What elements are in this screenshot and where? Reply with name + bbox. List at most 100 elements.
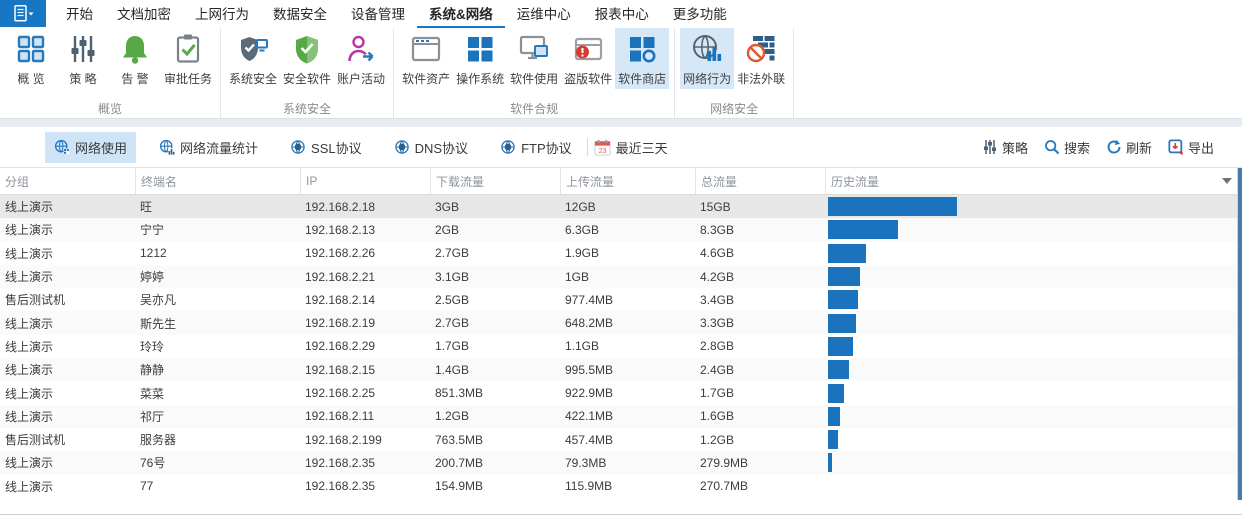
cell-total: 4.6GB xyxy=(700,246,735,261)
view-tab-ftp-protocol[interactable]: FTP协议 xyxy=(491,132,581,163)
column-header-2[interactable]: IP xyxy=(300,168,430,194)
cell-total: 1.6GB xyxy=(700,409,735,424)
cell-history-traffic xyxy=(825,335,1242,358)
table-row[interactable]: 线上演示 斯先生 192.168.2.19 2.7GB 648.2MB 3.3GB xyxy=(0,311,1242,335)
alert-bell-icon xyxy=(118,32,152,66)
account-activity-person-icon xyxy=(344,32,378,66)
ribbon-group-label: 网络安全 xyxy=(710,102,759,116)
column-header-3[interactable]: 下载流量 xyxy=(430,168,560,194)
table-row[interactable]: 线上演示 76号 192.168.2.35 200.7MB 79.3MB 279.9MB xyxy=(0,451,1242,475)
cell-history-traffic xyxy=(825,475,1242,498)
history-traffic-bar xyxy=(828,430,838,450)
cell-total: 15GB xyxy=(700,199,731,214)
export-button[interactable]: 导出 xyxy=(1168,138,1214,157)
app-menu-button[interactable] xyxy=(0,0,46,27)
ribbon-item-alerts[interactable]: 告 警 xyxy=(109,28,161,89)
menu-tab-5[interactable]: 系统&网络 xyxy=(417,0,505,28)
column-header-5[interactable]: 总流量 xyxy=(695,168,825,194)
cell-terminal: 旺 xyxy=(140,200,153,215)
ribbon-item-operating-system[interactable]: 操作系统 xyxy=(453,28,507,89)
illegal-connection-wall-icon xyxy=(744,32,778,66)
table-row[interactable]: 线上演示 77 192.168.2.35 154.9MB 115.9MB 270.7MB xyxy=(0,475,1242,498)
cell-terminal: 宁宁 xyxy=(140,223,165,238)
menu-tab-0[interactable]: 开始 xyxy=(66,7,93,22)
table-row[interactable]: 线上演示 祁厅 192.168.2.11 1.2GB 422.1MB 1.6GB xyxy=(0,404,1242,428)
view-tab-dns-protocol[interactable]: DNS协议 xyxy=(385,132,477,163)
history-traffic-bar xyxy=(828,243,866,263)
ftp-protocol-globe-icon xyxy=(500,139,516,155)
ribbon-item-label: 软件资产 xyxy=(402,72,451,86)
ribbon-item-software-asset[interactable]: 软件资产 xyxy=(399,28,453,89)
vertical-scrollbar[interactable] xyxy=(1237,168,1242,500)
cell-upload: 977.4MB xyxy=(565,292,614,307)
date-range-picker[interactable]: 23 最近三天 xyxy=(594,138,668,157)
ribbon-item-system-security[interactable]: 系统安全 xyxy=(226,28,280,89)
view-tab-label: 网络使用 xyxy=(75,140,128,156)
view-tab-label: SSL协议 xyxy=(311,140,362,156)
policy-button[interactable]: 策略 xyxy=(982,138,1028,157)
cell-terminal: 菜菜 xyxy=(140,386,165,401)
ribbon-separator-band xyxy=(0,118,1242,127)
cell-group: 线上演示 xyxy=(5,479,54,494)
pirated-software-warning-icon xyxy=(571,32,605,66)
table-header-row: 分组 终端名 IP 下载流量 上传流量 总流量 历史流量 xyxy=(0,168,1242,195)
cell-total: 4.2GB xyxy=(700,269,735,284)
menu-tab-1[interactable]: 文档加密 xyxy=(117,7,171,22)
menu-tab-6[interactable]: 运维中心 xyxy=(516,7,571,22)
table-row[interactable]: 线上演示 旺 192.168.2.18 3GB 12GB 15GB xyxy=(0,195,1242,219)
menu-tab-7[interactable]: 报表中心 xyxy=(594,7,649,22)
menu-tab-8[interactable]: 更多功能 xyxy=(672,7,727,22)
software-asset-window-icon xyxy=(409,32,443,66)
ribbon-item-approval-tasks[interactable]: 审批任务 xyxy=(161,28,215,89)
table-row[interactable]: 线上演示 1212 192.168.2.26 2.7GB 1.9GB 4.6GB xyxy=(0,242,1242,265)
column-header-1[interactable]: 终端名 xyxy=(135,168,300,194)
ribbon-item-label: 网络行为 xyxy=(683,72,732,86)
table-row[interactable]: 线上演示 菜菜 192.168.2.25 851.3MB 922.9MB 1.7GB xyxy=(0,381,1242,404)
cell-ip: 192.168.2.199 xyxy=(305,432,382,447)
ribbon-item-illegal-connection[interactable]: 非法外联 xyxy=(734,28,788,89)
column-header-4[interactable]: 上传流量 xyxy=(560,168,695,194)
history-traffic-bar xyxy=(828,406,840,426)
view-tab-network-usage[interactable]: 网络使用 xyxy=(45,131,137,163)
column-chooser-caret-icon[interactable] xyxy=(1222,178,1232,184)
table-row[interactable]: 线上演示 玲玲 192.168.2.29 1.7GB 1.1GB 2.8GB xyxy=(0,335,1242,358)
cell-terminal: 静静 xyxy=(140,363,165,378)
ribbon-item-account-activity[interactable]: 账户活动 xyxy=(334,28,388,89)
ribbon-item-network-behavior[interactable]: 网络行为 xyxy=(680,28,735,89)
column-header-6[interactable]: 历史流量 xyxy=(825,168,1242,194)
search-button[interactable]: 搜索 xyxy=(1044,138,1090,157)
refresh-button[interactable]: 刷新 xyxy=(1106,138,1152,157)
cell-total: 3.4GB xyxy=(700,292,735,307)
cell-history-traffic xyxy=(825,265,1242,288)
table-row[interactable]: 售后测试机 服务器 192.168.2.199 763.5MB 457.4MB 1.2GB xyxy=(0,428,1242,451)
ribbon-item-software-store[interactable]: 软件商店 xyxy=(615,28,670,89)
table-row[interactable]: 线上演示 静静 192.168.2.15 1.4GB 995.5MB 2.4GB xyxy=(0,358,1242,382)
view-tab-ssl-protocol[interactable]: SSL协议 xyxy=(281,132,371,163)
table-row[interactable]: 线上演示 婷婷 192.168.2.21 3.1GB 1GB 4.2GB xyxy=(0,264,1242,289)
table-row[interactable]: 售后测试机 吴亦凡 192.168.2.14 2.5GB 977.4MB 3.4GB xyxy=(0,288,1242,311)
cell-download: 1.4GB xyxy=(435,362,470,377)
cell-group: 线上演示 xyxy=(5,456,54,471)
menu-tab-2[interactable]: 上网行为 xyxy=(195,7,249,22)
cell-history-traffic xyxy=(825,428,1242,451)
ribbon-toolbar: 概 览策 略告 警审批任务 概览 系统安全 安全软件 账户活动 系统安全 软件资产 操作系统软… xyxy=(0,28,1242,118)
cell-group: 售后测试机 xyxy=(5,433,66,448)
ribbon-item-software-usage[interactable]: 软件使用 xyxy=(507,28,561,89)
ribbon-item-security-software[interactable]: 安全软件 xyxy=(280,28,334,89)
system-security-shield-icon xyxy=(236,32,270,66)
view-tabs: 网络使用 网络流量统计 SSL协议 DNS协议 FTP协议 xyxy=(45,131,581,163)
ribbon-item-overview[interactable]: 概 览 xyxy=(5,28,57,89)
cell-upload: 12GB xyxy=(565,199,596,214)
export-icon xyxy=(1168,139,1184,155)
cell-total: 1.2GB xyxy=(700,432,735,447)
security-software-shield-icon xyxy=(290,32,324,66)
column-header-0[interactable]: 分组 xyxy=(5,174,30,189)
menu-tab-3[interactable]: 数据安全 xyxy=(273,7,327,22)
ribbon-item-pirated-software[interactable]: 盗版软件 xyxy=(561,28,615,89)
ribbon-item-policy[interactable]: 策 略 xyxy=(57,28,109,89)
menu-tab-4[interactable]: 设备管理 xyxy=(351,7,405,22)
table-row[interactable]: 线上演示 宁宁 192.168.2.13 2GB 6.3GB 8.3GB xyxy=(0,218,1242,242)
ribbon-group-label: 软件合规 xyxy=(510,102,559,116)
view-tab-network-traffic-stats[interactable]: 网络流量统计 xyxy=(150,132,267,163)
policy-icon xyxy=(982,139,998,155)
